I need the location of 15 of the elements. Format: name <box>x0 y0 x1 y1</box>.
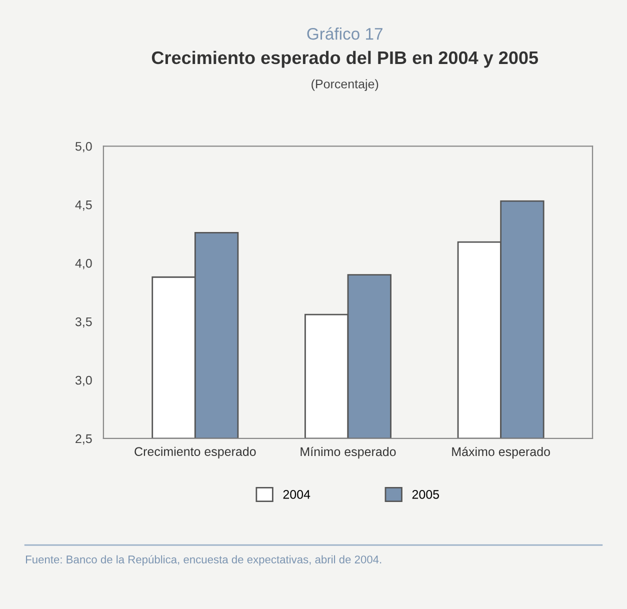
y-tick-label: 5,0 <box>75 142 92 152</box>
source-note: Fuente: Banco de la República, encuesta de expectativas, abril de 2004. <box>26 555 382 566</box>
chart-subtitle: Crecimiento esperado del PIB en 2004 y 2005 <box>152 50 538 68</box>
legend-label: 2005 <box>412 490 440 499</box>
x-tick-label: Máximo esperado <box>452 446 550 459</box>
y-tick-label: 3,5 <box>75 317 92 328</box>
legend-label: 2004 <box>283 490 310 499</box>
y-tick-label: 2,5 <box>76 434 92 445</box>
y-tick-label: 3,0 <box>75 376 92 386</box>
y-tick-label: 4,5 <box>75 200 92 211</box>
x-tick-label: Mínimo esperado <box>300 446 396 459</box>
x-tick-label: Crecimiento esperado <box>134 446 256 458</box>
y-axis-title: (Porcentaje) <box>312 79 378 91</box>
chart-title: Gráfico 17 <box>307 27 382 40</box>
y-tick-label: 4,0 <box>75 258 92 270</box>
